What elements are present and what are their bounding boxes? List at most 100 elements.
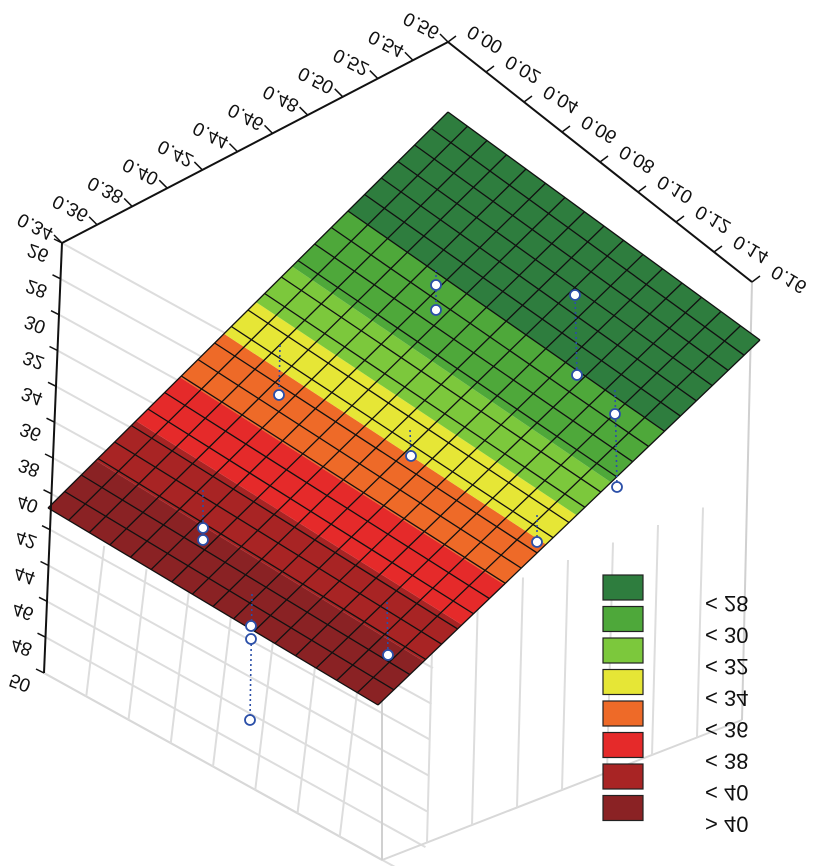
response-surface bbox=[47, 111, 761, 706]
legend-swatch bbox=[602, 700, 644, 727]
data-point bbox=[531, 536, 543, 548]
x-tick bbox=[193, 161, 203, 171]
grid-line bbox=[296, 662, 317, 814]
grid-line bbox=[471, 594, 479, 826]
x-tick bbox=[123, 197, 133, 207]
stem-line bbox=[386, 601, 389, 656]
surface-mesh-line bbox=[68, 125, 468, 521]
z-tick bbox=[40, 560, 49, 567]
surface-mesh-line bbox=[109, 154, 507, 546]
y-tick-label: 0.12 bbox=[692, 200, 735, 237]
data-point bbox=[405, 450, 417, 462]
y-tick bbox=[637, 185, 647, 193]
stem-line bbox=[614, 389, 618, 488]
grid-line bbox=[516, 577, 524, 808]
z-tick bbox=[37, 632, 46, 638]
data-point bbox=[609, 408, 621, 420]
x-tick-label: 0.54 bbox=[365, 25, 408, 61]
x-tick bbox=[264, 124, 274, 134]
surface-mesh-line bbox=[47, 111, 449, 509]
z-tick-label: 32 bbox=[20, 346, 47, 373]
stem-line bbox=[249, 593, 253, 721]
y-tick-label: 0.08 bbox=[616, 140, 659, 177]
surface-mesh-line bbox=[315, 296, 702, 669]
data-point bbox=[273, 389, 285, 401]
surface-mesh-line bbox=[233, 239, 624, 620]
y-tick bbox=[523, 95, 533, 103]
surface-band bbox=[292, 211, 665, 483]
grid-line bbox=[43, 672, 396, 866]
grid-line bbox=[46, 600, 428, 813]
x-tick-label: 0.48 bbox=[260, 80, 302, 116]
surface-mesh-line bbox=[150, 182, 546, 571]
legend-swatch bbox=[602, 794, 644, 822]
x-tick bbox=[369, 70, 379, 80]
x-tick bbox=[158, 179, 168, 189]
x-tick bbox=[404, 51, 414, 61]
y-tick-label: 0.10 bbox=[654, 170, 697, 207]
grid-line bbox=[48, 564, 429, 777]
x-tick-label: 0.44 bbox=[190, 117, 233, 153]
z-tick-label: 30 bbox=[22, 310, 49, 337]
x-tick-label: 0.50 bbox=[295, 62, 337, 98]
data-point bbox=[197, 534, 209, 546]
grid-line bbox=[169, 592, 190, 744]
x-tick-label: 0.34 bbox=[14, 208, 57, 244]
data-point bbox=[197, 522, 209, 534]
y-tick bbox=[485, 65, 495, 73]
y-tick-label: 0.02 bbox=[502, 50, 545, 87]
x-tick-label: 0.42 bbox=[155, 135, 197, 171]
surface-mesh-line bbox=[377, 339, 761, 706]
x-tick bbox=[88, 216, 98, 226]
z-tick-label: 48 bbox=[8, 633, 35, 660]
surface-mesh-line bbox=[88, 140, 488, 534]
legend-label: < 32 bbox=[705, 654, 748, 679]
grid-line bbox=[127, 569, 148, 720]
y-tick-label: 0.04 bbox=[540, 80, 583, 117]
surface-mesh-line bbox=[130, 168, 527, 558]
x-tick-label: 0.40 bbox=[120, 153, 162, 189]
grid-line bbox=[85, 545, 106, 697]
y-tick bbox=[447, 35, 457, 43]
z-tick bbox=[46, 417, 55, 423]
surface-mesh-line bbox=[171, 197, 566, 583]
data-point bbox=[382, 649, 394, 661]
y-tick bbox=[561, 125, 571, 133]
surface-mesh-line bbox=[253, 254, 644, 632]
x-tick-label: 0.46 bbox=[225, 99, 267, 135]
z-tick bbox=[47, 381, 57, 388]
y-tick-label: 0.16 bbox=[768, 260, 811, 297]
grid-line bbox=[254, 639, 275, 790]
data-point bbox=[430, 279, 442, 291]
grid-line bbox=[45, 636, 426, 849]
z-tick bbox=[38, 596, 48, 603]
legend-label: < 40 bbox=[705, 780, 748, 805]
z-tick-label: 36 bbox=[17, 418, 44, 445]
box-edge bbox=[741, 281, 753, 721]
surface-mesh-line bbox=[274, 268, 663, 644]
z-tick-label: 28 bbox=[23, 275, 50, 302]
z-tick bbox=[41, 524, 51, 531]
grid-line bbox=[561, 559, 569, 791]
data-point bbox=[245, 620, 257, 632]
data-point bbox=[571, 369, 583, 381]
z-tick-label: 44 bbox=[11, 561, 38, 588]
stem-line bbox=[574, 291, 578, 376]
z-tick bbox=[52, 274, 61, 280]
legend-label: < 36 bbox=[705, 717, 748, 742]
surface-mesh-line bbox=[191, 211, 585, 595]
z-tick bbox=[50, 309, 60, 316]
z-tick-label: 42 bbox=[13, 525, 40, 552]
surface-mesh-line bbox=[295, 282, 683, 657]
surface-band bbox=[48, 460, 424, 705]
data-point bbox=[611, 481, 623, 493]
x-tick-label: 0.52 bbox=[330, 44, 372, 80]
z-tick-label: 40 bbox=[14, 490, 41, 517]
legend-swatch bbox=[602, 605, 644, 633]
x-tick bbox=[334, 88, 344, 98]
z-tick-label: 46 bbox=[10, 597, 37, 624]
legend-label: < 38 bbox=[705, 749, 748, 774]
y-tick bbox=[675, 215, 685, 223]
x-tick-label: 0.38 bbox=[84, 172, 126, 208]
